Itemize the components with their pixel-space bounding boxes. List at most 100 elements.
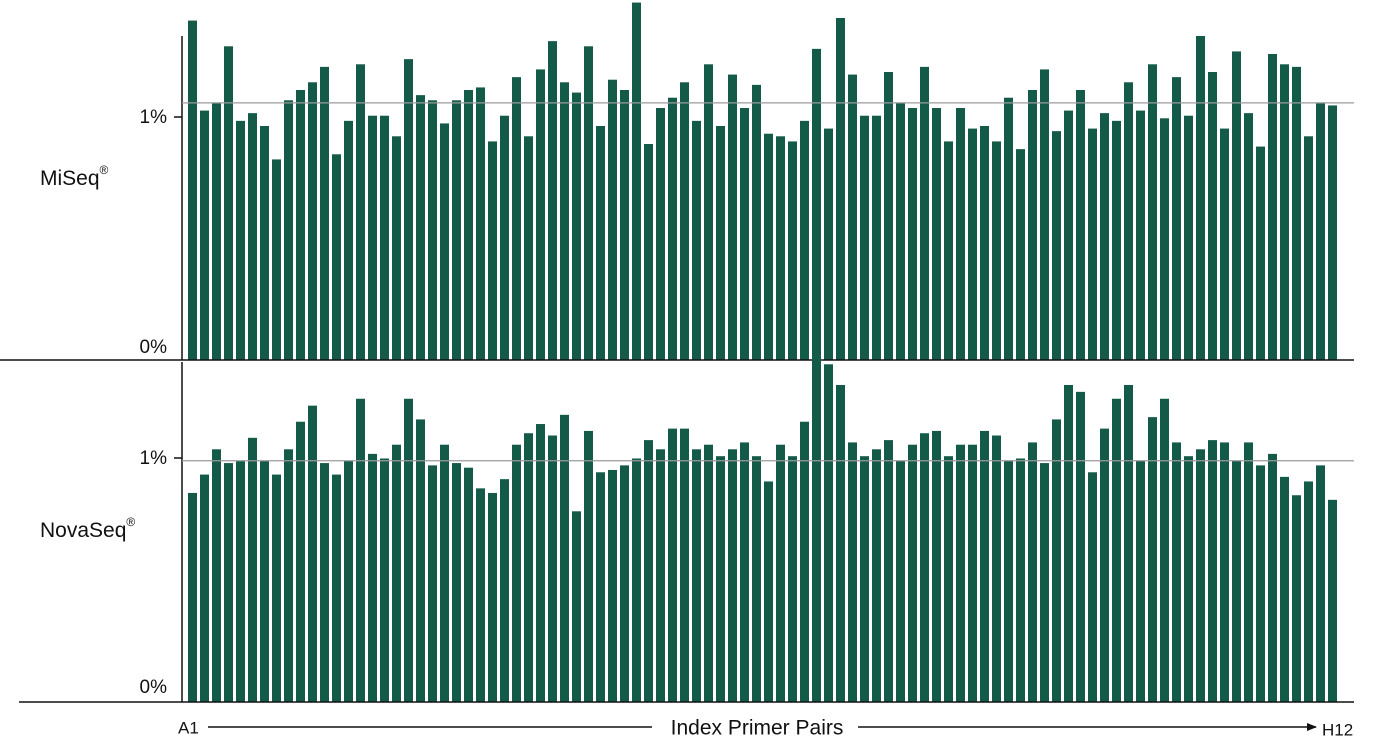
bar	[488, 492, 497, 702]
bar	[1136, 460, 1145, 702]
bar	[860, 456, 869, 702]
bar	[968, 128, 977, 360]
bar	[380, 458, 389, 702]
bar	[800, 120, 809, 360]
bar	[236, 460, 245, 702]
bar	[452, 463, 461, 702]
bar	[896, 460, 905, 702]
bar	[1100, 113, 1109, 360]
bar	[1316, 102, 1325, 361]
bar	[824, 364, 833, 702]
bar	[908, 444, 917, 702]
bar	[416, 95, 425, 360]
bar	[308, 82, 317, 360]
bar	[1244, 442, 1253, 702]
bar	[200, 110, 209, 360]
bar	[872, 115, 881, 361]
bar	[980, 126, 989, 360]
bar	[512, 77, 521, 360]
novaseq-panel-label: NovaSeq®	[40, 515, 135, 541]
bar	[1172, 442, 1181, 702]
bar	[776, 444, 785, 702]
bar	[740, 442, 749, 702]
miseq-bars	[188, 2, 1337, 361]
bar	[764, 133, 773, 360]
bar	[524, 433, 533, 702]
miseq-panel-name: MiSeq	[40, 167, 100, 190]
bar	[428, 465, 437, 702]
bar	[728, 74, 737, 360]
bar	[692, 120, 701, 360]
panel-miseq: 1% 0% MiSeq®	[0, 2, 1354, 361]
novaseq-tick-label-1pct: 1%	[140, 448, 168, 469]
bar	[284, 100, 293, 360]
bar	[1292, 495, 1301, 702]
bar	[632, 2, 641, 360]
bar	[704, 444, 713, 702]
bar	[764, 481, 773, 702]
bar	[1220, 442, 1229, 702]
bar	[956, 444, 965, 702]
bar	[1268, 54, 1277, 360]
bar	[1196, 36, 1205, 360]
bar	[716, 456, 725, 702]
bar	[1292, 66, 1301, 361]
bar	[1112, 120, 1121, 360]
bar	[1328, 105, 1337, 361]
bar	[1304, 136, 1313, 360]
miseq-tick-label-1pct: 1%	[140, 107, 168, 128]
bar	[716, 126, 725, 360]
bar	[284, 449, 293, 702]
bar	[1280, 476, 1289, 702]
bar	[236, 120, 245, 360]
bar	[1244, 113, 1253, 360]
bar	[692, 449, 701, 702]
bar	[596, 472, 605, 702]
bar	[272, 159, 281, 360]
bar	[296, 421, 305, 702]
bar	[704, 64, 713, 360]
bar	[836, 18, 845, 360]
bar	[1064, 384, 1073, 702]
bar	[188, 492, 197, 702]
bar	[584, 430, 593, 702]
bar	[584, 46, 593, 360]
novaseq-bars	[188, 352, 1337, 702]
bar	[824, 128, 833, 360]
bar	[1256, 146, 1265, 360]
bar	[980, 430, 989, 702]
bar	[560, 414, 569, 702]
bar	[1184, 115, 1193, 361]
bar	[404, 59, 413, 360]
bar	[188, 20, 197, 360]
bar	[356, 64, 365, 360]
bar	[548, 435, 557, 702]
bar	[380, 115, 389, 361]
bar	[512, 444, 521, 702]
bar	[944, 141, 953, 360]
miseq-registered-mark: ®	[100, 163, 109, 177]
bar	[344, 460, 353, 702]
bar	[440, 444, 449, 702]
bar	[1148, 64, 1157, 360]
bar	[452, 100, 461, 360]
bar	[1028, 442, 1037, 702]
bar	[1256, 465, 1265, 702]
bar	[524, 136, 533, 360]
bar	[644, 144, 653, 360]
bar	[680, 82, 689, 360]
bar	[1328, 499, 1337, 702]
bar	[812, 352, 821, 702]
bar	[1028, 90, 1037, 360]
bar	[536, 69, 545, 361]
bar	[848, 74, 857, 360]
bar	[1268, 453, 1277, 702]
bar	[1172, 77, 1181, 360]
bar	[632, 458, 641, 702]
bar	[680, 428, 689, 702]
bar	[872, 449, 881, 702]
bar	[1100, 428, 1109, 702]
x-axis-start-label: A1	[178, 718, 199, 737]
bar	[836, 384, 845, 702]
bar	[392, 444, 401, 702]
